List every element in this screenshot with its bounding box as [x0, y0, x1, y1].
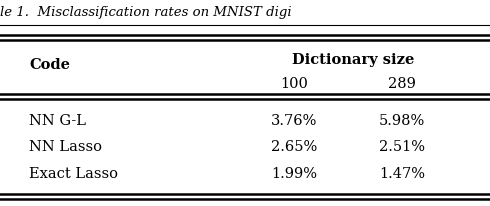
Text: 100: 100 — [280, 77, 308, 91]
Text: 2.65%: 2.65% — [271, 140, 317, 154]
Text: 5.98%: 5.98% — [379, 114, 425, 128]
Text: 1.99%: 1.99% — [271, 167, 317, 181]
Text: Dictionary size: Dictionary size — [292, 53, 414, 67]
Text: le 1.  Misclassification rates on MNIST digi: le 1. Misclassification rates on MNIST d… — [0, 6, 292, 19]
Text: NN Lasso: NN Lasso — [29, 140, 102, 154]
Text: 2.51%: 2.51% — [379, 140, 425, 154]
Text: 3.76%: 3.76% — [271, 114, 317, 128]
Text: Code: Code — [29, 58, 71, 72]
Text: 289: 289 — [388, 77, 416, 91]
Text: 1.47%: 1.47% — [379, 167, 425, 181]
Text: Exact Lasso: Exact Lasso — [29, 167, 119, 181]
Text: NN G-L: NN G-L — [29, 114, 86, 128]
